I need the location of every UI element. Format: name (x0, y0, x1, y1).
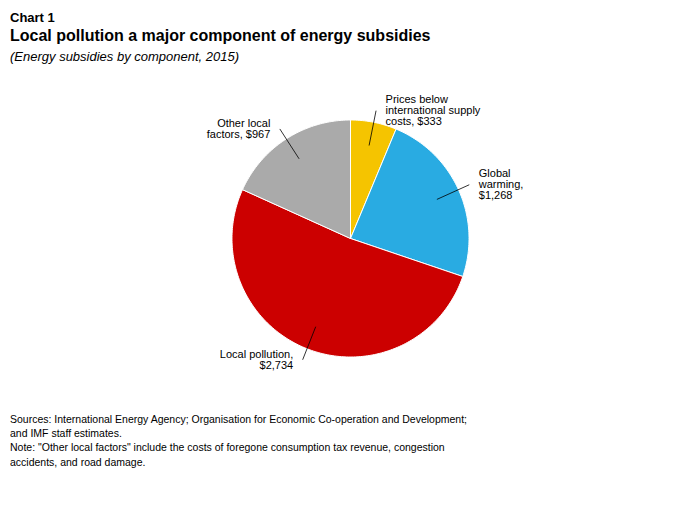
html-text:(Energy subsidies by component: (Energy subsidies by component, 2015) (10, 49, 240, 64)
html-text:Local pollution a major compon: Local pollution a major component of ene… (10, 27, 431, 44)
svg-text:Prices belowinternational supp: Prices belowinternational supplycosts, $… (386, 93, 481, 127)
svg-text:Globalwarming,$1,268: Globalwarming,$1,268 (478, 167, 524, 201)
svg-text:Other localfactors, $967: Other localfactors, $967 (207, 117, 271, 140)
html-text:Chart 1: Chart 1 (10, 10, 55, 25)
html-text:Sources: International Energy: Sources: International Energy Agency; Or… (10, 413, 467, 468)
svg-text:Local pollution,$2,734: Local pollution,$2,734 (220, 348, 293, 371)
